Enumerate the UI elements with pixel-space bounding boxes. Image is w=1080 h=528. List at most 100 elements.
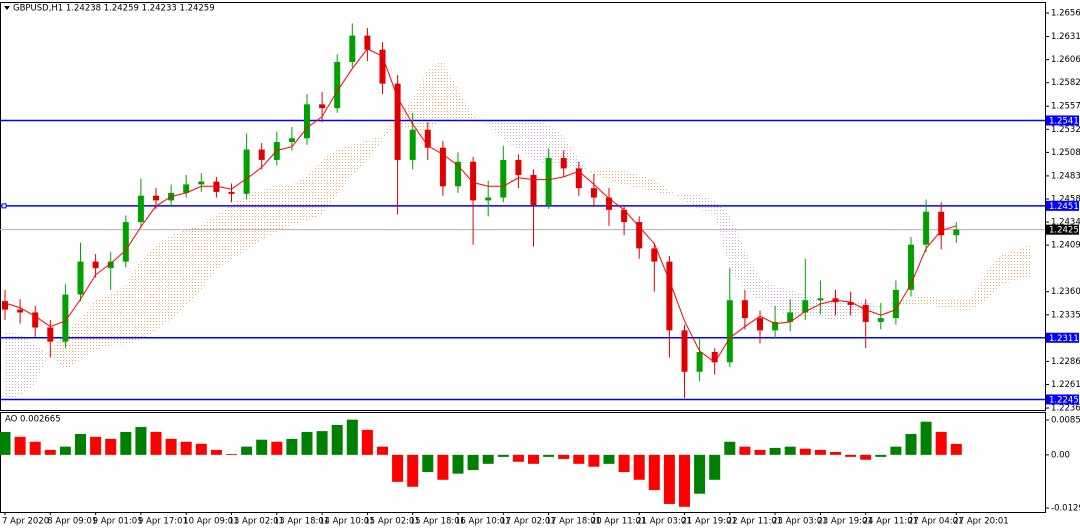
- x-tick-label: 13 Apr 02:01: [229, 517, 284, 527]
- cloud-segment: [790, 289, 806, 319]
- candle-body: [908, 244, 914, 290]
- ao-bar: [875, 454, 887, 457]
- cloud-segment: [488, 120, 504, 141]
- current-price-label: 1.24259: [1049, 226, 1080, 236]
- candle-body: [228, 191, 235, 194]
- candle-body: [62, 294, 69, 342]
- candle-body: [590, 188, 597, 198]
- cloud-segment: [593, 168, 609, 180]
- y-tick-label: 1.22860: [1051, 357, 1080, 367]
- candle-body: [817, 298, 824, 301]
- candle-body: [334, 61, 341, 109]
- y-tick-label: 1.24585: [1051, 194, 1080, 204]
- candle-body: [47, 327, 54, 342]
- cloud-segment: [835, 300, 851, 320]
- ao-bar: [180, 441, 192, 455]
- cloud-segment: [95, 294, 111, 351]
- cloud-segment: [578, 159, 594, 175]
- candle-body: [621, 209, 628, 223]
- cloud-segment: [1016, 244, 1032, 280]
- ao-bar: [633, 454, 645, 480]
- cloud-segment: [533, 120, 549, 165]
- candle-body: [606, 197, 612, 210]
- ao-bar: [377, 446, 388, 455]
- ao-bar: [724, 441, 736, 455]
- x-tick-label: 17 Apr 02:01: [500, 517, 555, 527]
- candle-body: [107, 261, 114, 269]
- cloud-segment: [654, 179, 670, 195]
- candle-body: [349, 35, 356, 62]
- level-label: 1.25419: [1049, 116, 1080, 126]
- cloud-segment: [458, 90, 474, 121]
- ao-bar: [814, 449, 826, 455]
- candle-body: [711, 351, 718, 363]
- candle-body: [892, 289, 899, 319]
- ao-bar: [679, 454, 690, 507]
- ao-bar: [452, 454, 464, 474]
- y-tick-label: 1.26310: [1051, 32, 1080, 42]
- ao-bar: [90, 436, 102, 455]
- y-tick-label: 1.26560: [1051, 9, 1080, 19]
- candle-body: [153, 195, 159, 201]
- candle-body: [757, 318, 763, 331]
- cloud-segment: [986, 255, 1002, 301]
- candle-body: [530, 174, 537, 206]
- cloud-segment: [941, 298, 957, 310]
- ao-bar: [467, 454, 479, 470]
- candle-body: [198, 181, 205, 185]
- ao-bar: [845, 454, 857, 457]
- cloud-segment: [624, 170, 640, 189]
- candle-body: [651, 248, 658, 262]
- y-tick-label: 1.25325: [1051, 125, 1080, 135]
- cloud-segment: [156, 235, 172, 331]
- cloud-segment: [412, 69, 428, 130]
- ao-bar: [558, 454, 570, 459]
- cloud-segment: [201, 214, 217, 290]
- ao-bar: [694, 454, 706, 494]
- ao-bar: [361, 429, 373, 455]
- candle-body: [2, 301, 8, 310]
- candle-body: [424, 129, 431, 148]
- cloud-segment: [760, 279, 776, 310]
- ao-bar: [346, 419, 358, 455]
- cloud-segment: [956, 298, 972, 310]
- ao-bar: [528, 454, 539, 464]
- ao-bar: [256, 439, 268, 455]
- cloud-segment: [352, 140, 368, 175]
- indicator-pane: [0, 412, 1046, 513]
- ao-bar: [648, 454, 660, 491]
- x-tick-label: 13 Apr 18:01: [274, 517, 329, 527]
- candle-body: [439, 147, 446, 187]
- cloud-segment: [563, 135, 579, 171]
- cloud-segment: [850, 300, 866, 319]
- ao-bar: [165, 438, 177, 455]
- cloud-segment: [50, 330, 66, 370]
- x-tick-label: 15 Apr 02:01: [364, 517, 419, 527]
- x-tick-label: 21 Apr 19:01: [682, 517, 737, 527]
- cloud-segment: [775, 285, 791, 316]
- cloud-segment: [820, 300, 836, 320]
- x-tick-label: 23 Apr 03:01: [772, 517, 827, 527]
- candle-body: [953, 229, 960, 236]
- ao-bar: [497, 454, 509, 457]
- candle-body: [32, 312, 39, 328]
- candle-body: [741, 300, 748, 319]
- current-price-label-bg: [1046, 224, 1079, 235]
- level-label: 1.22456: [1049, 395, 1080, 405]
- chart-title: GBPUSD,H1 1.24238 1.24259 1.24233 1.2425…: [13, 4, 215, 14]
- cloud-segment: [473, 114, 489, 126]
- ao-bar: [226, 454, 237, 455]
- ao-bar: [512, 454, 524, 462]
- ao-bar: [331, 424, 343, 455]
- y-tick-label: 1.23600: [1051, 287, 1080, 297]
- cloud-segment: [246, 190, 262, 251]
- ao-bar: [0, 431, 11, 455]
- ao-bar: [422, 454, 434, 473]
- candle-body: [394, 83, 401, 160]
- x-tick-label: 22 Apr 11:01: [727, 517, 782, 527]
- cloud-segment: [186, 224, 202, 305]
- candle-body: [787, 312, 794, 322]
- candle-body: [304, 104, 310, 139]
- ao-bar: [316, 431, 328, 455]
